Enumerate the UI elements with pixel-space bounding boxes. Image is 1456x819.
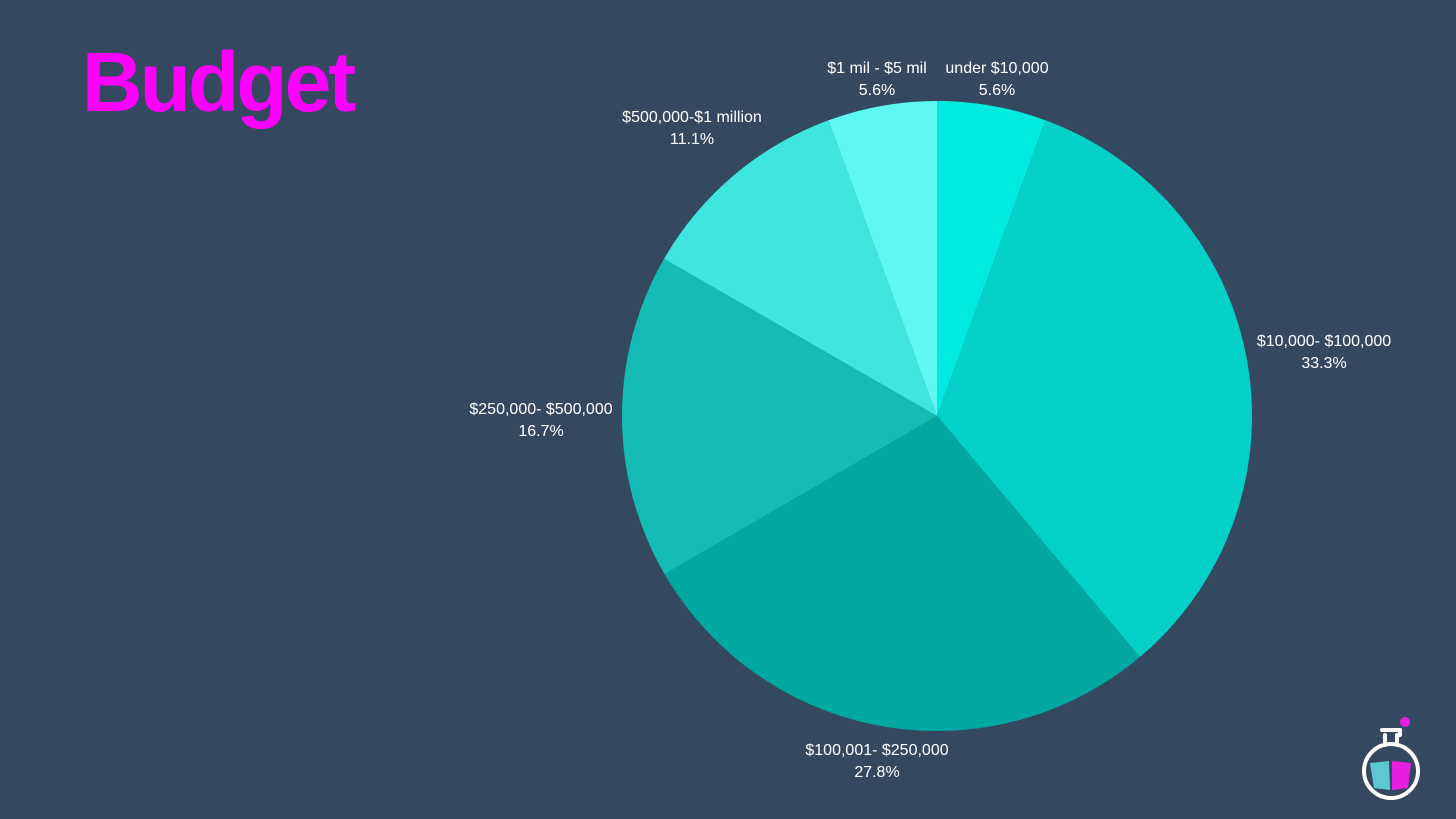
logo-film-left [1370, 761, 1390, 790]
logo-dot [1400, 717, 1410, 727]
slice-label-percent: 33.3% [1301, 355, 1346, 372]
slice-label-name: $250,000- $500,000 [469, 401, 612, 418]
pie-slice [664, 416, 1140, 731]
flask-film-logo-icon [1362, 717, 1420, 800]
slice-label-name: under $10,000 [945, 60, 1048, 77]
logo-flask-body [1362, 742, 1420, 800]
slice-label-percent: 16.7% [518, 423, 563, 440]
slice-label-percent: 5.6% [859, 82, 895, 99]
pie-slice [828, 101, 937, 416]
slice-label-name: $1 mil - $5 mil [827, 60, 927, 77]
pie-slice [622, 258, 937, 575]
slice-label: under $10,000 5.6% [945, 60, 1048, 99]
slice-label: $1 mil - $5 mil 5.6% [827, 60, 927, 99]
slice-label: $250,000- $500,000 16.7% [469, 401, 612, 440]
pie-slice [664, 120, 937, 417]
pie-slices [622, 101, 1252, 731]
slice-label-name: $10,000- $100,000 [1257, 333, 1391, 350]
logo-flask-neck [1380, 728, 1402, 747]
slice-label: $10,000- $100,000 33.3% [1257, 333, 1391, 372]
slice-label-percent: 11.1% [670, 131, 714, 148]
logo-flask [1362, 728, 1420, 800]
slice-label-percent: 27.8% [854, 764, 899, 781]
slice-label-percent: 5.6% [979, 82, 1015, 99]
slice-label-name: $100,001- $250,000 [805, 742, 948, 759]
pie-slice [937, 120, 1252, 657]
slice-label: $500,000-$1 million 11.1% [622, 109, 762, 148]
slice-label-name: $500,000-$1 million [622, 109, 762, 126]
pie-slice [937, 101, 1046, 416]
logo-film-right [1392, 761, 1411, 790]
slice-label: $100,001- $250,000 27.8% [805, 742, 948, 781]
slide-title: Budget [82, 35, 356, 129]
